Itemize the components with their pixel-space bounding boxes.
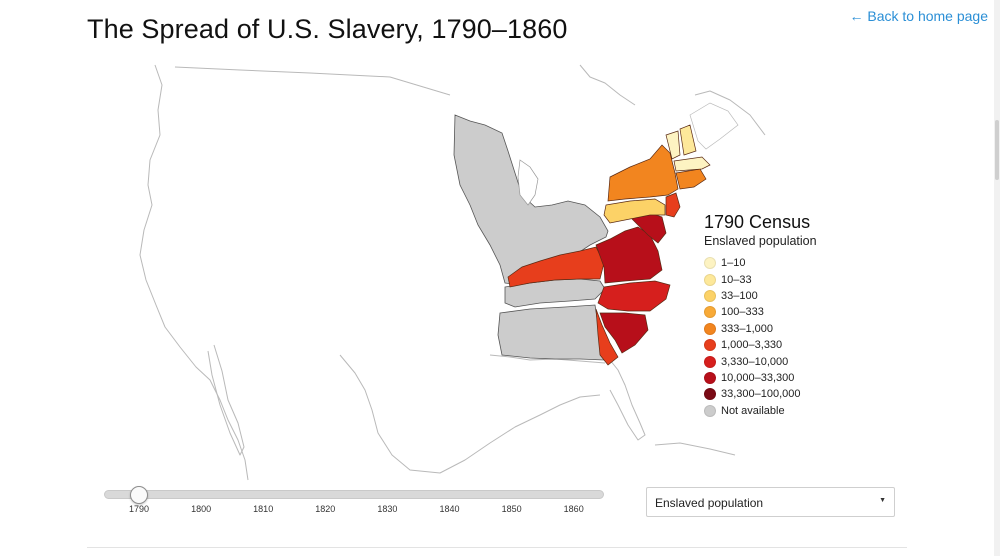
canada-border-outline [174,66,451,96]
map-legend: 1790 Census Enslaved population 1–10 10–3… [704,212,874,419]
north-carolina [597,280,671,312]
legend-swatch [704,306,716,319]
back-to-home-link[interactable]: ← Back to home page [849,8,988,24]
legend-item: 100–333 [704,304,874,320]
pennsylvania [603,198,666,224]
legend-item: 10–33 [704,271,874,287]
year-slider[interactable]: 1790 1800 1810 1820 1830 1840 1850 1860 [104,484,604,520]
gulf-coast-outline [489,354,606,364]
grey-territories [453,114,609,361]
outline-basemap [139,64,766,481]
legend-swatch [704,388,716,401]
caribbean-outline [654,442,736,456]
year-tick-1790[interactable]: 1790 [128,504,150,514]
baja-outline [207,344,245,456]
year-tick-1810[interactable]: 1810 [253,504,274,514]
legend-swatch [704,289,716,302]
legend-item: 333–1,000 [704,321,874,337]
legend-swatch [704,404,716,417]
great-lakes-water [517,159,539,206]
year-tick-1860[interactable]: 1860 [563,504,584,514]
legend-item: Not available [704,403,874,419]
south-carolina [599,312,649,354]
colored-states [507,102,739,366]
chevron-down-icon: ▼ [879,497,886,504]
legend-label: 1–10 [721,257,746,270]
new-england-south [675,168,707,190]
vermont [665,130,681,160]
florida-outline [609,359,646,441]
legend-label: Not available [721,404,785,417]
legend-item: 33–100 [704,288,874,304]
bottom-divider [87,547,907,548]
new-york [607,144,679,202]
georgia-western-claims [497,304,605,361]
virginia [595,226,663,284]
map-area [110,55,810,485]
page-scrollbar[interactable] [994,0,1000,556]
legend-label: 10–33 [721,273,752,286]
legend-label: 10,000–33,300 [721,371,795,384]
legend-item: 1–10 [704,255,874,271]
new-jersey [665,192,681,218]
hudson-bay-outline [579,64,636,106]
georgia [595,308,619,366]
legend-label: 333–1,000 [721,322,773,335]
legend-item: 10,000–33,300 [704,370,874,386]
northwest-territory [453,114,609,286]
legend-label: 100–333 [721,306,764,319]
year-tick-1800[interactable]: 1800 [191,504,212,514]
legend-title: 1790 Census [704,212,811,232]
legend-subtitle: Enslaved population [704,234,817,248]
legend-label: 33,300–100,000 [721,388,801,401]
legend-swatch [704,339,716,352]
us-map [139,64,766,481]
legend-item: 1,000–3,330 [704,337,874,353]
year-tick-1820[interactable]: 1820 [315,504,336,514]
measure-select-value: Enslaved population [655,496,764,510]
legend-item: 33,300–100,000 [704,386,874,402]
west-coast-outline [139,64,249,481]
legend-label: 1,000–3,330 [721,339,783,352]
measure-select[interactable]: Enslaved population ▼ [646,487,895,517]
year-tick-1850[interactable]: 1850 [501,504,522,514]
year-tick-1830[interactable]: 1830 [377,504,398,514]
canada-east-outline [694,90,766,136]
massachusetts [673,156,711,172]
mexico-gulf-outline [339,354,601,474]
legend-item: 3,330–10,000 [704,353,874,369]
page-title: The Spread of U.S. Slavery, 1790–1860 [87,14,568,44]
legend-items: 1–10 10–33 33–100 100–333 333–1,000 1,000–3,3… [704,255,874,419]
maine [689,102,739,150]
legend-swatch [704,355,716,368]
new-hampshire [679,124,697,156]
slider-handle[interactable] [130,486,148,504]
legend-swatch [704,322,716,335]
legend-swatch [704,273,716,286]
scrollbar-thumb[interactable] [995,120,999,180]
year-tick-1840[interactable]: 1840 [439,504,460,514]
legend-label: 3,330–10,000 [721,355,789,368]
slider-track[interactable] [104,490,604,499]
legend-swatch [704,371,716,384]
legend-swatch [704,257,716,270]
legend-label: 33–100 [721,289,758,302]
